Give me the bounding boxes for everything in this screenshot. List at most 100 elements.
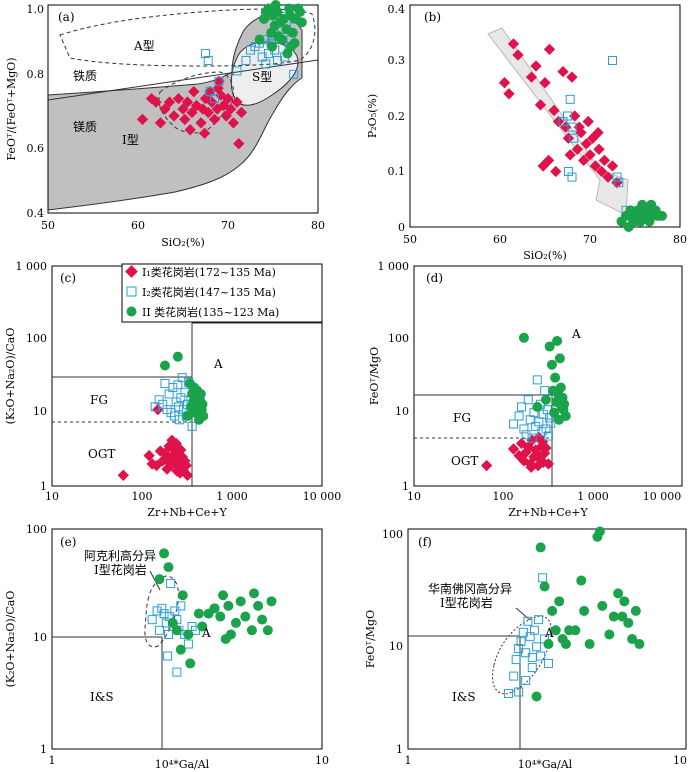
panel-d-point-ii-13 bbox=[555, 382, 566, 393]
panel-a-point-ii-0 bbox=[254, 34, 265, 45]
panel-f: (f) A I&S 华南佛冈高分异 I型花岗岩 1 10 1 10 100 10… bbox=[364, 526, 687, 771]
panel-a-ytick-1: 0.6 bbox=[27, 142, 45, 155]
panel-a-point-ii-17 bbox=[295, 6, 305, 17]
panel-d-ytick-0: 1 bbox=[402, 480, 409, 493]
panel-d-xtick-3: 10 000 bbox=[643, 490, 682, 503]
panel-e-point-ii-24 bbox=[266, 596, 277, 607]
panel-a-field-magnesian: 镁质 bbox=[73, 120, 97, 134]
panel-b-point-i2-6 bbox=[567, 172, 577, 182]
panel-f-point-ii-22 bbox=[623, 617, 634, 628]
panel-d-ylabel: FeOᵀ/MgO bbox=[368, 347, 381, 405]
panel-d-ytick-2: 100 bbox=[388, 332, 409, 345]
legend-ii-label: II 类花岗岩(135~123 Ma) bbox=[142, 305, 279, 319]
panel-b-ytick-3: 0.3 bbox=[388, 54, 406, 67]
panel-a-field-a-type: A型 bbox=[133, 39, 155, 53]
panel-e-field-a: A bbox=[201, 626, 211, 640]
panel-b-point-i1-26 bbox=[602, 171, 614, 183]
panel-a-point-ii-14 bbox=[287, 27, 298, 38]
panel-c-point-i1-1 bbox=[143, 449, 155, 462]
panel-c-point-i2-14 bbox=[177, 373, 187, 383]
panel-f-point-i2-16 bbox=[543, 658, 553, 668]
legend-i2-marker bbox=[126, 286, 137, 297]
panel-b-point-i1-16 bbox=[571, 143, 584, 155]
panel-a-ytick-2: 0.8 bbox=[27, 68, 45, 81]
panel-f-point-ii-11 bbox=[576, 575, 587, 586]
panel-c-point-i2-22 bbox=[187, 421, 197, 431]
panel-a-point-ii-19 bbox=[270, 0, 281, 10]
panel-e-point-i2-8 bbox=[166, 578, 176, 588]
panel-b-point-i1-5 bbox=[530, 60, 542, 72]
panel-c-point-i1-4 bbox=[152, 403, 164, 416]
panel-b-point-i1-28 bbox=[611, 176, 623, 189]
panel-a-ylabel: FeOᵀ/(FeOᵀ+MgO) bbox=[5, 57, 18, 160]
panel-a-xtick-3: 80 bbox=[311, 219, 325, 232]
panel-b-point-i1-27 bbox=[606, 160, 619, 172]
panel-e-point-i2-4 bbox=[159, 609, 169, 619]
panel-a-field-ferroan: 铁质 bbox=[73, 69, 97, 83]
panel-d: (d) A FG OGT 10 100 1 000 10 000 1 10 10… bbox=[368, 260, 683, 519]
panel-e-point-ii-21 bbox=[253, 600, 264, 611]
panel-e-point-ii-6 bbox=[177, 590, 188, 601]
panel-a-ytick-0: 0.4 bbox=[27, 207, 45, 220]
panel-b-point-i2-8 bbox=[612, 172, 622, 182]
panel-f-point-ii-10 bbox=[570, 625, 581, 636]
panel-a-point-i1-32 bbox=[198, 127, 211, 139]
panel-c-point-i1-0 bbox=[117, 469, 129, 481]
panel-c-label: (c) bbox=[60, 271, 76, 285]
panel-a-label: (a) bbox=[58, 10, 75, 24]
panel-c-xtick-2: 1 000 bbox=[216, 490, 248, 503]
panel-f-point-i2-9 bbox=[527, 663, 537, 673]
panel-d-point-ii-7 bbox=[550, 372, 561, 383]
panel-b-point-i1-23 bbox=[593, 143, 605, 155]
panel-b-ytick-0: 0 bbox=[398, 221, 405, 234]
panel-c-point-i2-11 bbox=[174, 402, 184, 412]
panel-e-point-ii-7 bbox=[183, 629, 194, 640]
panel-e-frame bbox=[51, 528, 323, 750]
panel-f-point-ii-1 bbox=[535, 542, 546, 553]
panel-e-xtick-0: 1 bbox=[49, 754, 56, 767]
panel-a-xtick-2: 70 bbox=[221, 219, 235, 232]
panel-e-point-ii-5 bbox=[175, 644, 186, 655]
panel-f-point-i2-10 bbox=[529, 625, 539, 635]
panel-b-label: (b) bbox=[424, 10, 441, 24]
panel-e-point-ii-13 bbox=[218, 590, 229, 601]
panel-f-annot-line1: 华南佛冈高分异 bbox=[428, 581, 512, 596]
panel-e-point-i2-3 bbox=[157, 603, 167, 613]
panel-c-field-fg: FG bbox=[90, 393, 108, 407]
panel-e-high-differentiation-field bbox=[144, 575, 179, 648]
panel-d-point-i1-18 bbox=[542, 458, 555, 470]
panel-f-point-i2-7 bbox=[523, 616, 533, 626]
panel-c-point-ii-14 bbox=[195, 388, 206, 399]
panel-f-point-ii-12 bbox=[579, 605, 590, 616]
panel-d-point-ii-0 bbox=[518, 332, 529, 343]
panel-d-point-i2-2 bbox=[517, 402, 527, 412]
panel-b-point-i2-1 bbox=[563, 111, 572, 121]
panel-d-point-i2-5 bbox=[523, 395, 533, 405]
panel-a-point-i2-6 bbox=[241, 55, 251, 65]
panel-c-ytick-0: 1 bbox=[40, 480, 47, 493]
panel-f-point-ii-4 bbox=[547, 605, 558, 616]
panel-f-label: (f) bbox=[418, 535, 432, 549]
panel-c-xtick-3: 10 000 bbox=[303, 490, 342, 503]
panel-f-point-ii-17 bbox=[604, 629, 615, 640]
panel-d-xtick-0: 10 bbox=[407, 490, 421, 503]
panel-f-point-ii-21 bbox=[619, 596, 630, 607]
panel-f-point-i2-12 bbox=[534, 615, 544, 625]
legend-i1-label: I₁类花岗岩(172~135 Ma) bbox=[142, 265, 276, 279]
panel-d-point-i2-20 bbox=[546, 418, 556, 428]
panel-f-ytick-1: 10 bbox=[389, 640, 403, 653]
panel-f-field-a: A bbox=[544, 626, 554, 640]
panel-d-point-ii-12 bbox=[554, 353, 565, 364]
panel-b: (b) 50 60 70 80 0 0.1 0.2 0.3 0.4 SiO₂(%… bbox=[366, 3, 687, 262]
panel-d-point-i1-0 bbox=[480, 459, 493, 472]
panel-c-point-ii-1 bbox=[172, 351, 183, 362]
panel-e-ytick-0: 1 bbox=[40, 743, 47, 756]
panel-e-point-ii-23 bbox=[262, 625, 273, 636]
panel-a-point-i2-0 bbox=[201, 49, 210, 59]
panel-c-ytick-3: 1 000 bbox=[16, 260, 48, 273]
panel-a-point-ii-23 bbox=[289, 38, 300, 49]
panel-e-ytick-1: 10 bbox=[33, 631, 47, 644]
panel-e-point-ii-1 bbox=[159, 548, 170, 559]
panel-d-point-i2-1 bbox=[514, 411, 524, 421]
